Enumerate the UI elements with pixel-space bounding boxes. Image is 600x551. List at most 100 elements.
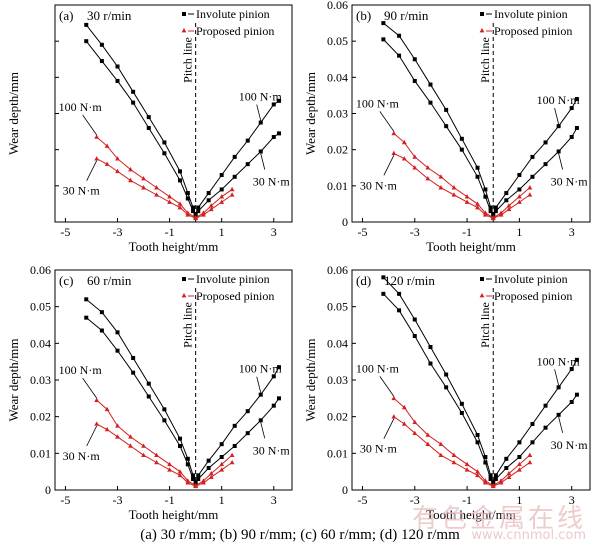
data-point-square <box>493 209 498 214</box>
data-point-triangle <box>128 443 133 448</box>
data-point-triangle <box>516 461 522 467</box>
y-tick-label: 0.03 <box>30 373 51 387</box>
data-point-square <box>397 33 402 38</box>
data-point-square <box>191 473 196 478</box>
data-point-triangle <box>391 414 397 419</box>
annotation-100nm-left: 100 N·m <box>356 96 400 110</box>
data-point-square <box>475 433 480 437</box>
data-point-square <box>412 78 417 83</box>
data-point-triangle <box>219 461 225 467</box>
data-point-triangle <box>104 406 110 412</box>
data-point-square <box>245 409 250 414</box>
data-point-square <box>162 418 167 423</box>
data-point-square <box>517 455 522 459</box>
annotation-leader <box>554 108 560 125</box>
data-point-square <box>178 444 183 448</box>
data-point-triangle <box>412 165 418 170</box>
data-point-triangle <box>516 194 522 199</box>
data-point-square <box>206 466 211 470</box>
annotation-30nm-left: 30 N·m <box>63 449 101 463</box>
y-tick-label: 0.01 <box>30 446 51 460</box>
legend: Involute pinion Proposed pinion <box>479 272 572 303</box>
data-point-square <box>569 135 574 140</box>
data-point-square <box>271 403 276 408</box>
data-point-square <box>178 178 183 183</box>
data-point-square <box>475 174 480 179</box>
data-point-square <box>84 22 89 27</box>
chart-panel-2: -5 -3 -1 1 3 0 0.01 0.02 0.03 0.04 0.05 0.06 Tooth h… <box>303 0 591 254</box>
legend-marker-involute <box>182 277 186 281</box>
data-point-square <box>162 151 167 156</box>
data-point-square <box>232 444 237 448</box>
data-point-square <box>115 330 120 335</box>
series-proposed-30 <box>391 150 533 221</box>
data-point-square <box>276 131 281 136</box>
data-point-square <box>483 455 488 459</box>
data-point-square <box>245 138 250 143</box>
data-point-square <box>530 154 535 159</box>
y-tick-label: 0 <box>342 215 348 229</box>
series-line <box>85 317 280 486</box>
annotation-leader <box>256 376 262 393</box>
data-point-triangle <box>412 419 418 424</box>
data-point-square <box>556 124 561 129</box>
series-proposed-30 <box>94 156 235 221</box>
x-tick-label: 1 <box>516 225 522 239</box>
series-proposed-30 <box>94 421 235 489</box>
x-tick-label: 1 <box>219 493 225 507</box>
x-tick-label: -3 <box>410 493 420 507</box>
data-point-square <box>459 136 464 141</box>
data-point-triangle <box>401 139 407 145</box>
data-point-square <box>412 334 417 338</box>
data-point-square <box>475 440 480 445</box>
data-point-triangle <box>438 452 444 457</box>
y-tick-label: 0 <box>45 483 51 497</box>
data-point-square <box>232 174 237 179</box>
legend-label-proposed: Proposed pinion <box>196 289 274 303</box>
x-tick-label: -1 <box>462 225 472 239</box>
data-point-triangle <box>167 467 172 472</box>
data-point-triangle <box>527 192 533 197</box>
x-tick-label: -5 <box>60 493 70 507</box>
data-point-square <box>412 317 417 322</box>
data-point-triangle <box>498 480 504 485</box>
data-point-square <box>146 394 151 399</box>
data-point-triangle <box>115 434 120 439</box>
annotation-30nm-right: 30 N·m <box>253 174 291 188</box>
data-point-triangle <box>498 212 504 217</box>
y-axis-label: Wear depth/mm <box>303 72 318 155</box>
data-point-square <box>488 209 493 214</box>
data-point-triangle <box>475 201 480 206</box>
data-point-square <box>444 124 449 129</box>
data-point-square <box>191 477 196 481</box>
data-point-square <box>219 455 224 459</box>
data-point-triangle <box>451 452 457 457</box>
annotation-100nm-left: 100 N·m <box>356 361 400 375</box>
legend-label-involute: Involute pinion <box>494 272 568 286</box>
x-tick-label: -1 <box>165 493 175 507</box>
data-point-square <box>569 367 574 371</box>
data-point-triangle <box>104 426 110 432</box>
data-point-square <box>381 291 386 296</box>
annotation-leader <box>260 153 266 170</box>
data-point-triangle <box>506 206 512 212</box>
data-point-triangle <box>425 165 431 170</box>
data-point-square <box>397 291 402 296</box>
data-point-triangle <box>506 474 512 479</box>
data-point-square <box>397 53 402 58</box>
data-point-triangle <box>154 185 159 190</box>
annotation-30nm-right: 30 N·m <box>551 174 589 188</box>
x-tick-label: 1 <box>219 225 225 239</box>
data-point-square <box>530 174 535 179</box>
data-point-square <box>232 154 237 159</box>
data-point-square <box>574 97 579 102</box>
data-point-triangle <box>208 474 214 479</box>
data-point-triangle <box>128 166 133 172</box>
data-point-square <box>99 59 104 64</box>
data-point-square <box>428 361 433 366</box>
annotation-30nm-left: 30 N·m <box>360 178 398 192</box>
data-point-square <box>276 396 281 401</box>
annotation-leader <box>558 416 564 433</box>
x-tick-label: -3 <box>113 493 123 507</box>
